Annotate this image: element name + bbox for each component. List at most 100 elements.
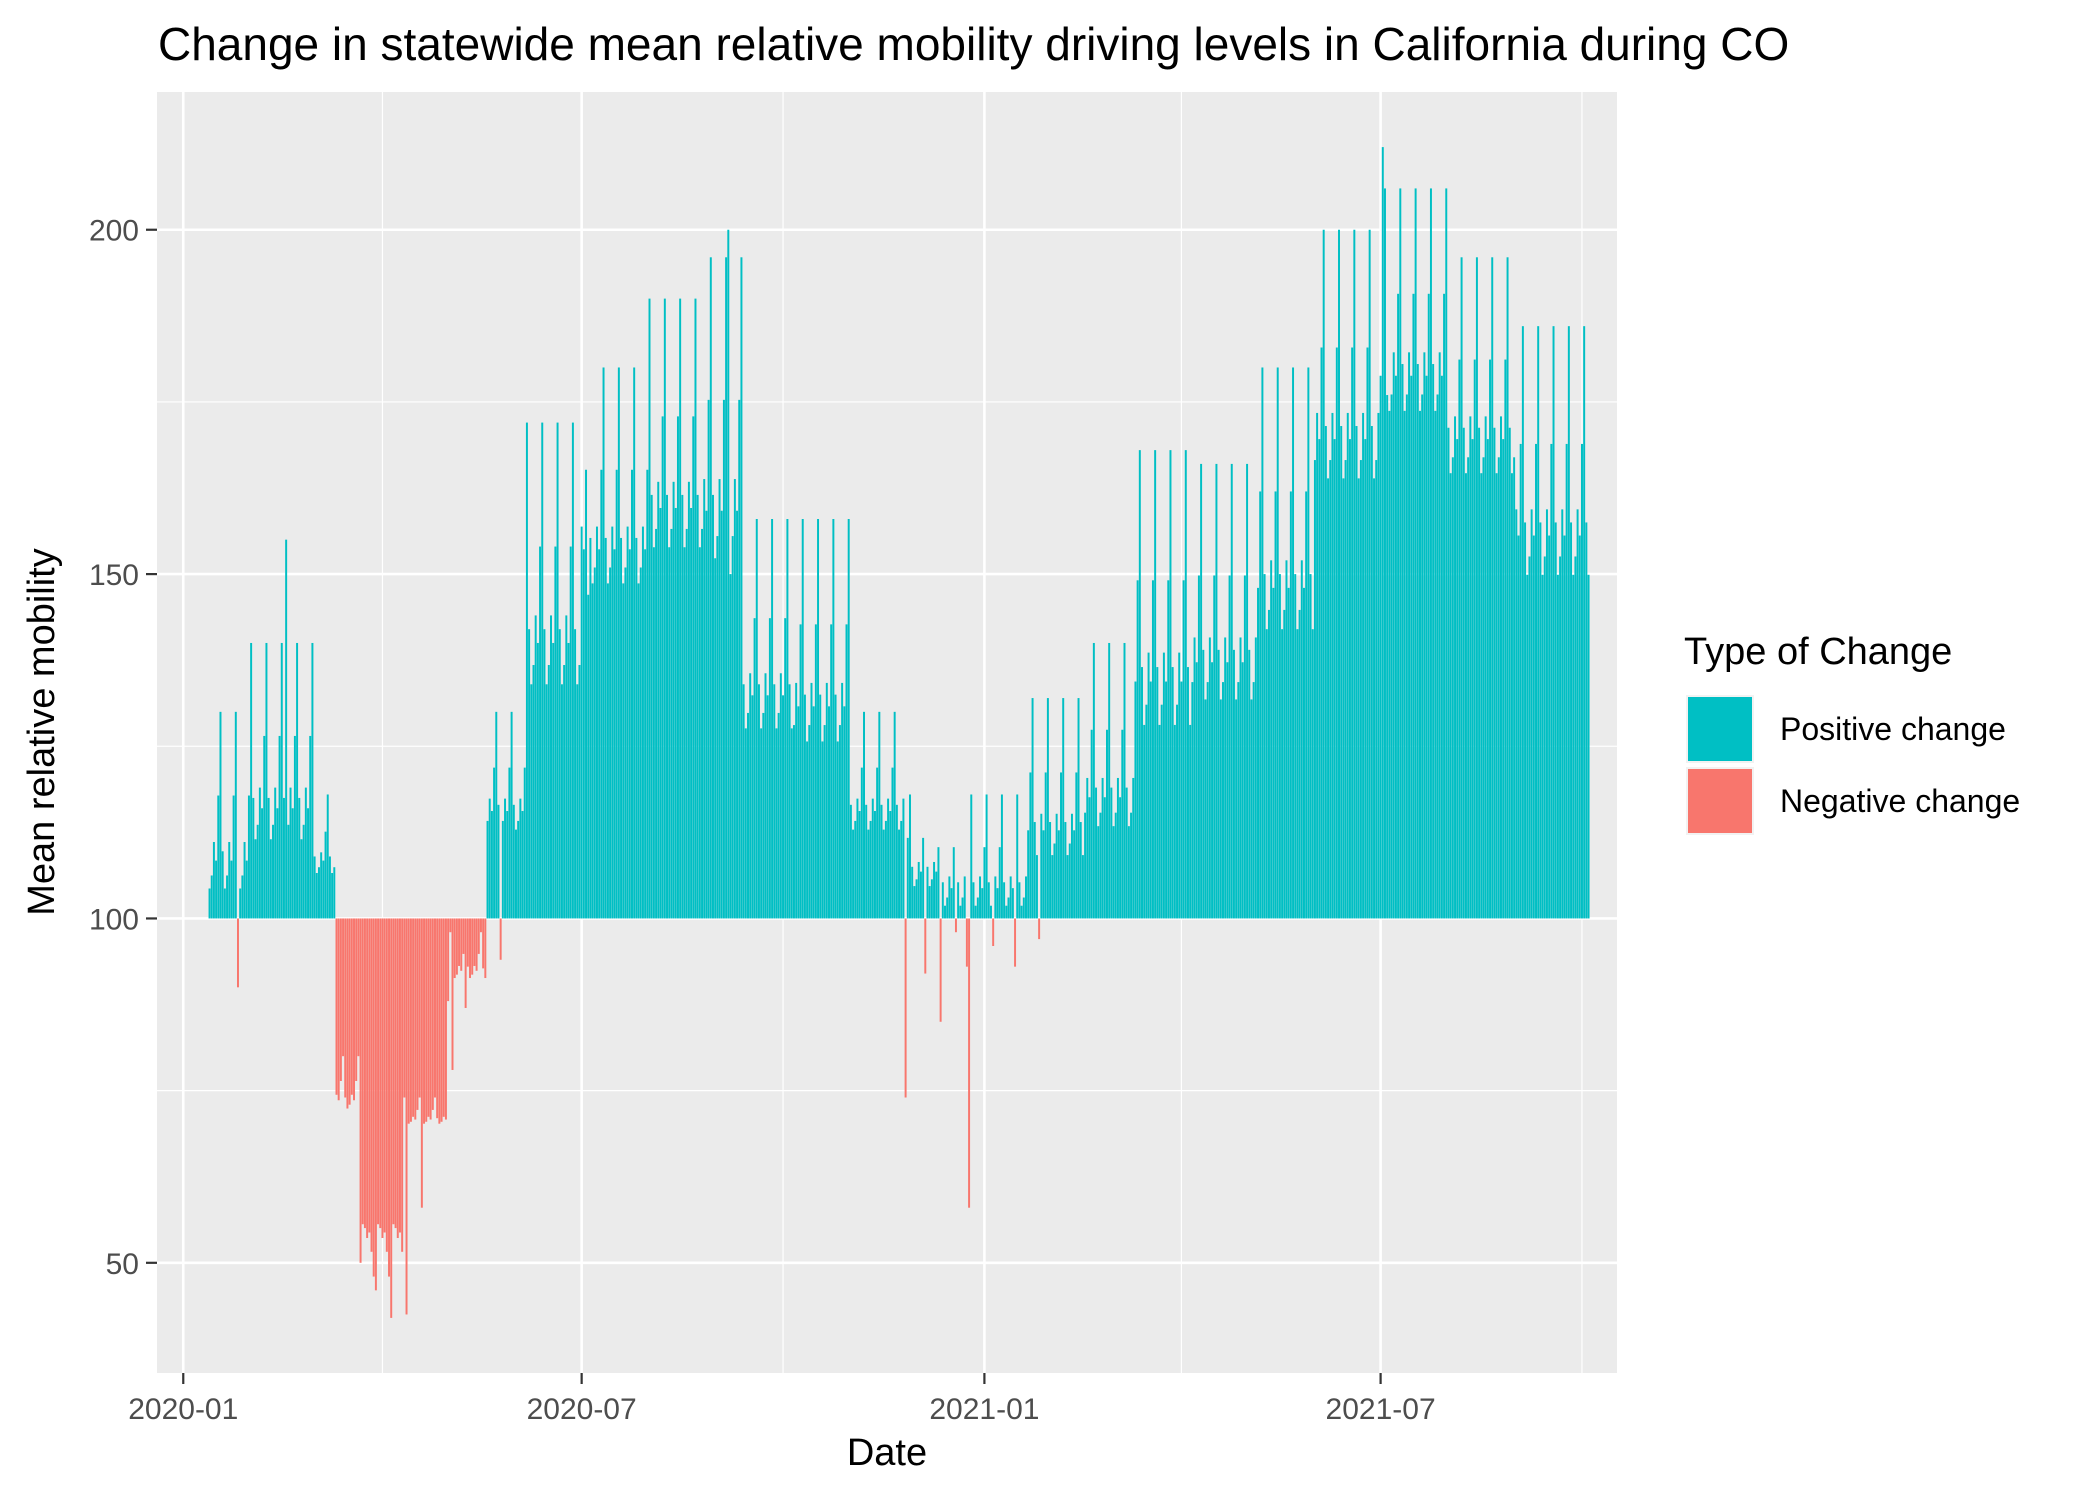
bar-negative — [394, 918, 397, 1229]
bar-positive — [532, 665, 535, 919]
bar-positive — [707, 399, 710, 919]
bar-positive — [1060, 772, 1062, 919]
bar-positive — [1429, 188, 1432, 919]
bar-positive — [788, 684, 791, 919]
bar-positive — [1458, 359, 1461, 919]
bar-positive — [1141, 667, 1143, 919]
bar-negative — [939, 918, 942, 1022]
bar-positive — [1057, 830, 1060, 919]
bar-positive — [228, 842, 231, 919]
bar-positive — [687, 481, 690, 919]
bar-positive — [1394, 375, 1397, 919]
bar-positive — [911, 866, 914, 919]
bar-positive — [1130, 812, 1133, 919]
bar-positive — [670, 528, 673, 919]
bar-positive — [1322, 229, 1325, 919]
bar-positive — [239, 888, 242, 919]
bar-positive — [825, 682, 828, 919]
bar-positive — [709, 257, 712, 919]
bar-positive — [1416, 364, 1419, 919]
bar-positive — [858, 811, 861, 919]
bar-positive — [1073, 830, 1076, 919]
bar-positive — [1228, 575, 1231, 919]
bar-positive — [1303, 587, 1305, 919]
bar-positive — [661, 416, 664, 919]
bar-negative — [416, 918, 419, 1110]
bar-positive — [539, 546, 542, 919]
bar-positive — [289, 787, 292, 919]
bar-positive — [569, 546, 572, 919]
bar-positive — [1526, 574, 1529, 919]
bar-negative — [449, 918, 452, 933]
bar-positive — [1018, 882, 1021, 919]
bar-positive — [1246, 463, 1249, 919]
bar-positive — [1206, 682, 1209, 919]
bar-negative — [904, 918, 907, 1098]
bar-positive — [1563, 535, 1566, 919]
bar-positive — [1580, 443, 1583, 919]
bar-positive — [504, 798, 507, 919]
bar-negative — [444, 918, 447, 1120]
bar-negative — [436, 918, 439, 1119]
bar-positive — [320, 852, 323, 919]
bar-positive — [1095, 787, 1098, 919]
bar-positive — [1467, 457, 1470, 919]
bar-positive — [652, 547, 655, 919]
bar-positive — [1224, 637, 1227, 919]
bar-positive — [541, 422, 544, 919]
bar-positive — [1355, 426, 1358, 919]
bar-positive — [307, 808, 310, 919]
bar-positive — [536, 642, 539, 919]
bar-positive — [1484, 416, 1487, 919]
bar-positive — [727, 229, 730, 919]
bar-negative — [968, 918, 971, 1208]
bar-positive — [1357, 478, 1360, 919]
bar-positive — [1252, 682, 1255, 919]
bar-negative — [484, 918, 487, 979]
bar-positive — [937, 847, 940, 919]
bar-positive — [1298, 609, 1301, 919]
bar-positive — [633, 367, 636, 919]
bar-positive — [1049, 822, 1052, 919]
bar-positive — [1307, 367, 1310, 919]
bar-positive — [1305, 491, 1308, 919]
bar-positive — [1160, 704, 1163, 919]
bar-positive — [1250, 699, 1253, 919]
bar-positive — [1066, 855, 1069, 919]
bar-positive — [1410, 375, 1413, 919]
bar-positive — [1184, 450, 1187, 919]
bar-positive — [1088, 797, 1091, 919]
bar-positive — [1333, 439, 1336, 919]
bar-positive — [1136, 580, 1139, 919]
bar-positive — [1261, 367, 1264, 919]
bar-positive — [1397, 293, 1400, 919]
bar-positive — [1156, 667, 1159, 919]
bar-positive — [1075, 772, 1078, 919]
y-tick-label: 50 — [106, 1248, 139, 1281]
bar-positive — [668, 547, 671, 919]
bar-negative — [405, 918, 408, 1315]
bar-positive — [742, 684, 745, 919]
bar-positive — [313, 856, 316, 919]
bar-positive — [718, 479, 721, 919]
bar-positive — [1342, 478, 1345, 919]
bar-positive — [517, 820, 520, 919]
bar-positive — [1055, 813, 1058, 919]
bar-positive — [276, 808, 279, 919]
bar-positive — [672, 481, 675, 919]
bar-positive — [1515, 509, 1518, 919]
bar-positive — [1270, 560, 1273, 919]
bar-positive — [1475, 257, 1478, 919]
bar-positive — [747, 712, 749, 919]
bar-positive — [692, 416, 695, 919]
bar-negative — [442, 918, 445, 1117]
bar-positive — [1099, 812, 1102, 919]
bar-positive — [1346, 412, 1349, 919]
bar-positive — [1565, 443, 1568, 919]
bar-positive — [1272, 587, 1275, 919]
legend-label-positive: Positive change — [1780, 711, 2006, 747]
bar-positive — [1311, 629, 1314, 919]
bar-negative — [992, 918, 995, 946]
bar-positive — [757, 684, 760, 919]
